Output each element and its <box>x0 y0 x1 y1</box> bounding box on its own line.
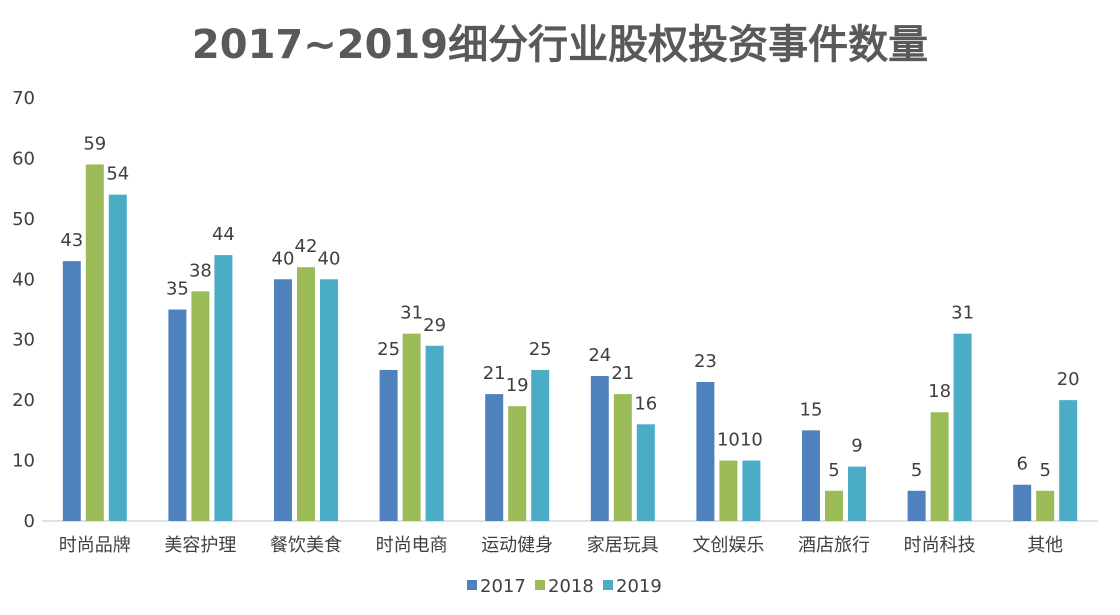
bar-2018-5 <box>613 394 632 521</box>
bar-2018-4 <box>508 406 527 521</box>
bar-2017-1 <box>168 309 187 521</box>
bar-2019-8 <box>953 333 972 521</box>
x-tick-label: 时尚品牌 <box>59 535 131 556</box>
x-tick-label: 其他 <box>1027 535 1063 556</box>
bar-2017-7 <box>802 430 820 521</box>
data-label: 31 <box>400 303 423 324</box>
chart-title: 2017~2019细分行业股权投资事件数量 <box>192 22 928 68</box>
data-label: 35 <box>166 279 189 300</box>
data-label: 20 <box>1057 369 1080 390</box>
x-axis: 时尚品牌 美容护理 餐饮美食 时尚电商 运动健身 家居玩具 文创娱乐 酒店旅行 时尚科技 其他 <box>59 535 1063 556</box>
bar-2017-4 <box>485 394 504 521</box>
data-label: 21 <box>611 363 634 384</box>
data-label: 15 <box>800 399 823 420</box>
y-axis: 0 10 20 30 40 50 60 70 <box>12 88 35 532</box>
data-label: 44 <box>212 224 235 245</box>
bar-2018-2 <box>297 267 315 521</box>
x-tick-label: 美容护理 <box>164 535 236 556</box>
bar-2017-6 <box>696 382 715 521</box>
data-label: 10 <box>717 430 740 451</box>
bar-2019-7 <box>848 466 866 521</box>
bar-2017-3 <box>379 369 398 521</box>
x-tick-label: 时尚科技 <box>904 535 976 556</box>
bar-2017-0 <box>62 261 81 521</box>
data-label: 59 <box>83 133 106 154</box>
legend-label: 2018 <box>548 576 594 597</box>
y-tick-label: 10 <box>12 451 35 472</box>
data-label: 31 <box>951 303 974 324</box>
data-label: 25 <box>377 339 400 360</box>
legend-swatch-2018 <box>535 580 545 590</box>
legend-swatch-2019 <box>603 580 613 590</box>
data-label: 6 <box>1016 454 1027 475</box>
x-tick-label: 餐饮美食 <box>270 535 342 556</box>
x-tick-label: 文创娱乐 <box>692 535 764 556</box>
y-tick-label: 40 <box>12 269 35 290</box>
bar-2017-5 <box>590 375 609 521</box>
legend-swatch-2017 <box>467 580 477 590</box>
y-tick-label: 0 <box>24 511 35 532</box>
data-label: 38 <box>189 260 212 281</box>
legend-label: 2019 <box>616 576 662 597</box>
bar-2019-1 <box>214 255 233 521</box>
data-label: 42 <box>295 236 318 257</box>
data-label: 5 <box>911 460 922 481</box>
bar-2018-7 <box>825 490 843 521</box>
bar-2018-9 <box>1036 490 1055 521</box>
bar-2019-2 <box>320 279 338 521</box>
bar-2018-0 <box>85 164 104 521</box>
data-label: 18 <box>928 381 951 402</box>
bars <box>62 164 1078 521</box>
data-label: 5 <box>1039 460 1050 481</box>
data-label: 25 <box>529 339 552 360</box>
data-label: 9 <box>851 436 862 457</box>
data-label: 40 <box>272 248 295 269</box>
data-label: 10 <box>740 430 763 451</box>
data-label: 5 <box>828 460 839 481</box>
y-tick-label: 70 <box>12 88 35 109</box>
bar-2019-4 <box>531 369 550 521</box>
x-tick-label: 运动健身 <box>481 535 553 556</box>
data-label: 54 <box>106 164 129 185</box>
bar-2017-9 <box>1013 484 1032 521</box>
bar-2019-5 <box>636 424 655 521</box>
bar-2018-6 <box>719 460 738 521</box>
y-tick-label: 20 <box>12 390 35 411</box>
x-tick-label: 酒店旅行 <box>798 535 870 556</box>
x-tick-label: 家居玩具 <box>587 535 659 556</box>
legend-label: 2017 <box>480 576 526 597</box>
data-label: 16 <box>634 393 657 414</box>
data-label: 40 <box>318 248 341 269</box>
bar-2017-8 <box>907 490 926 521</box>
bar-2018-8 <box>930 412 949 521</box>
bar-2019-6 <box>742 460 761 521</box>
bar-2018-1 <box>191 291 210 521</box>
bar-2018-3 <box>402 333 421 521</box>
data-label: 21 <box>483 363 506 384</box>
data-label: 29 <box>423 315 446 336</box>
y-tick-label: 30 <box>12 330 35 351</box>
x-tick-label: 时尚电商 <box>376 535 448 556</box>
data-label: 43 <box>60 230 83 251</box>
data-label: 19 <box>506 375 529 396</box>
bar-2019-0 <box>108 194 127 521</box>
data-label: 24 <box>588 345 611 366</box>
data-label: 23 <box>694 351 717 372</box>
legend: 2017 2018 2019 <box>467 576 662 597</box>
bar-2019-9 <box>1059 400 1078 521</box>
y-tick-label: 60 <box>12 148 35 169</box>
y-tick-label: 50 <box>12 209 35 230</box>
bar-2017-2 <box>274 279 292 521</box>
bar-2019-3 <box>425 345 444 521</box>
